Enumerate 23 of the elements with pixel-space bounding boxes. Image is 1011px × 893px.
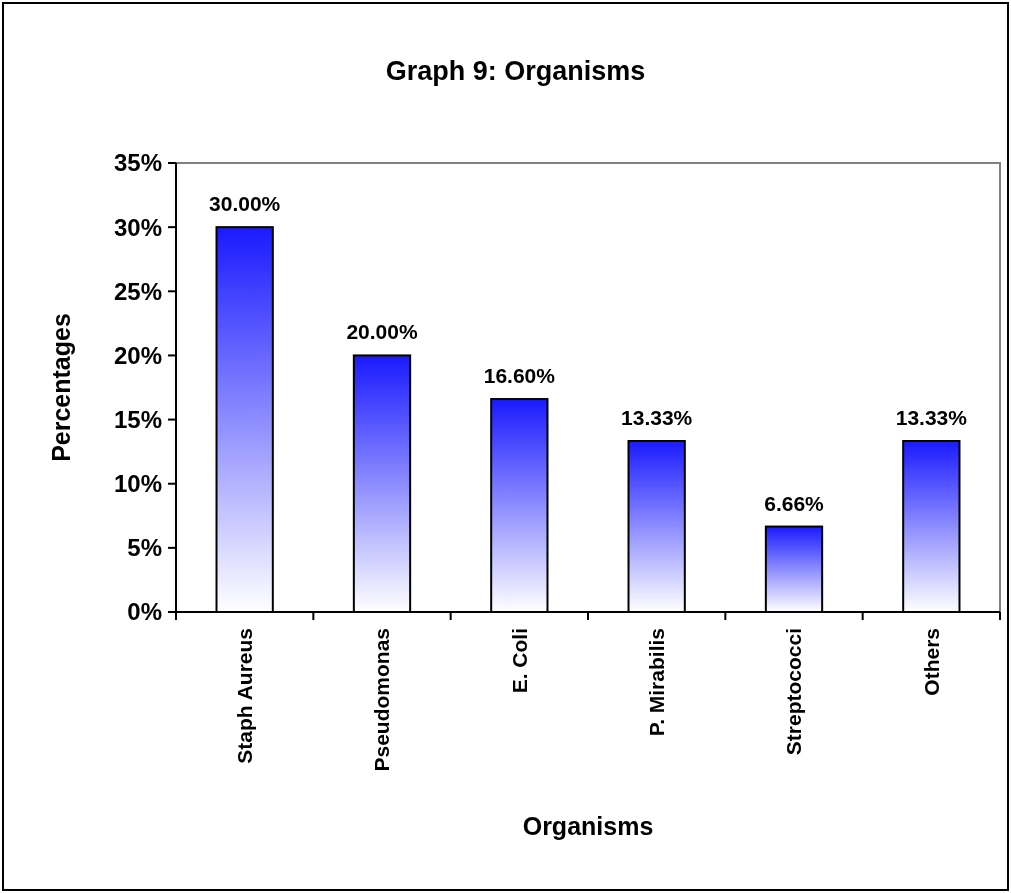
x-tick-label: E. Coli xyxy=(507,628,531,694)
y-axis-title: Percentages xyxy=(47,313,75,462)
y-tick-label: 30% xyxy=(113,213,162,241)
data-label: 20.00% xyxy=(346,320,418,344)
x-tick-label: P. Mirabilis xyxy=(645,628,669,737)
y-tick-label: 15% xyxy=(113,405,162,433)
y-tick-label: 25% xyxy=(113,277,162,305)
data-label: 16.60% xyxy=(483,364,556,388)
y-tick-label: 35% xyxy=(113,149,162,177)
data-label: 30.00% xyxy=(209,192,281,216)
data-label: 13.33% xyxy=(895,406,968,429)
chart-title: Graph 9: Organisms xyxy=(385,56,646,86)
x-axis-title: Organisms xyxy=(522,812,654,840)
x-tick-label: Streptococci xyxy=(782,628,806,756)
y-tick-label: 5% xyxy=(127,534,162,562)
y-tick-label: 0% xyxy=(127,598,162,626)
x-tick-label: Pseudomonas xyxy=(370,628,394,772)
data-label: 13.33% xyxy=(621,406,693,429)
data-label: 6.66% xyxy=(764,491,825,515)
y-tick-label: 10% xyxy=(113,470,162,498)
x-tick-label: Staph Aureus xyxy=(233,628,257,764)
y-tick-label: 20% xyxy=(113,341,162,369)
x-tick-label: Others xyxy=(919,628,943,696)
